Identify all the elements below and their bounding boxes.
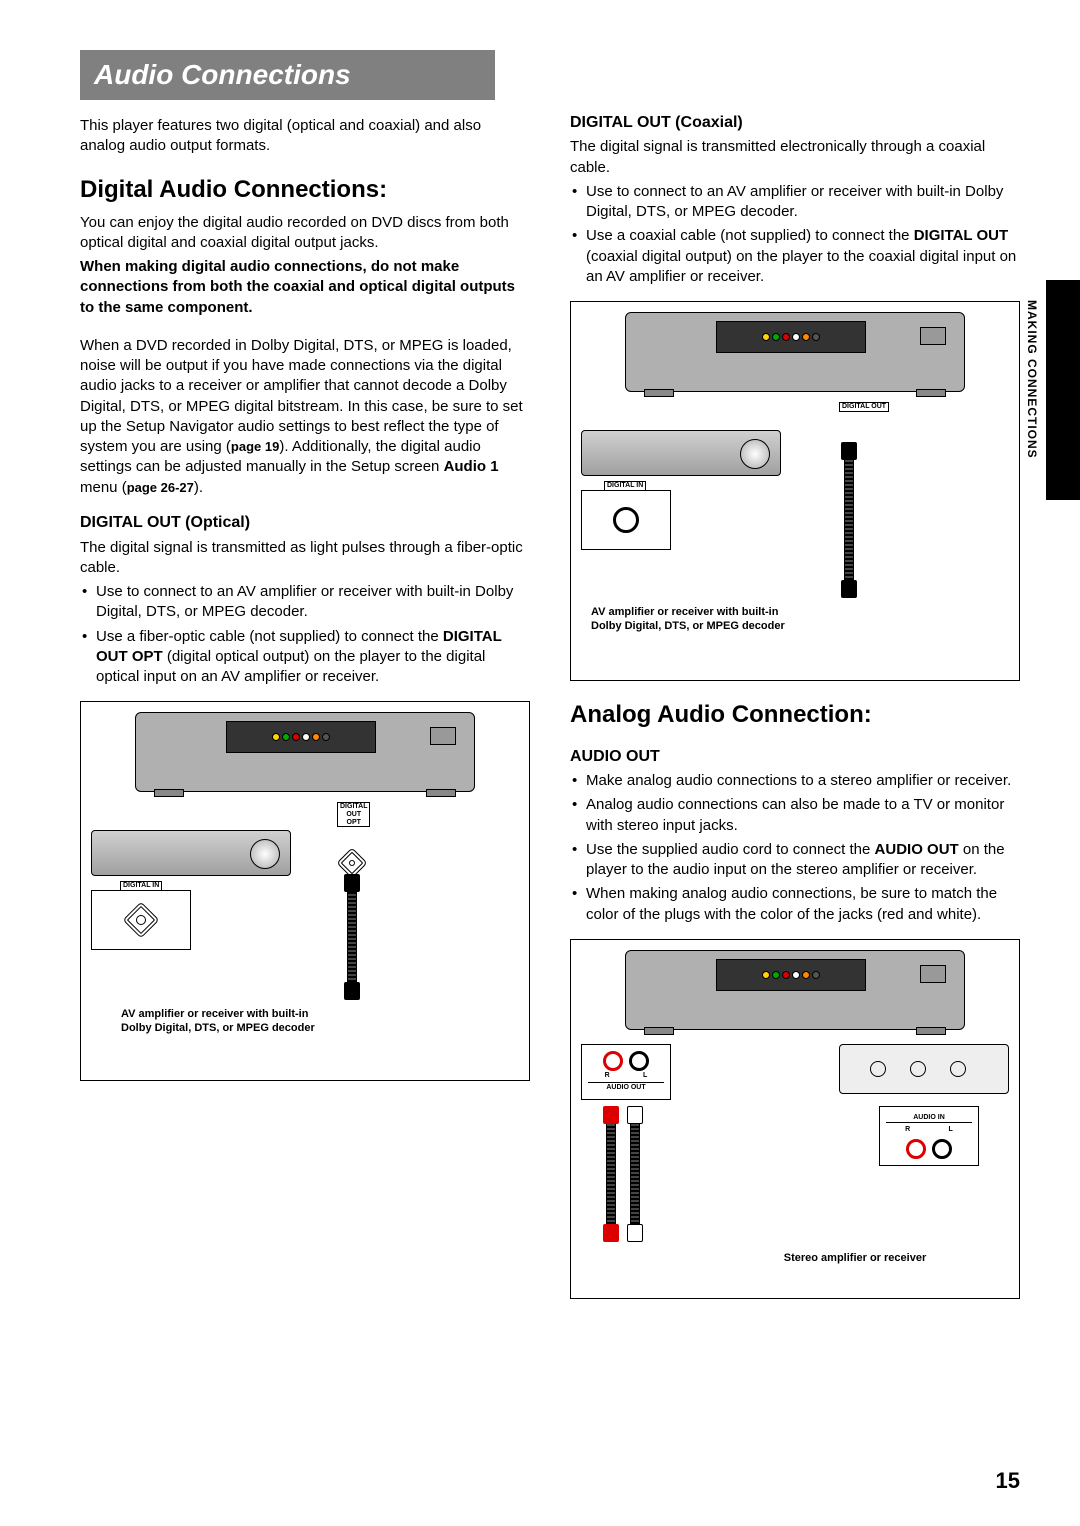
coax-plug-bottom (841, 580, 857, 598)
foot-right (426, 789, 456, 797)
rear-jack-panel-2 (716, 321, 866, 353)
an-b3a: Use the supplied audio cord to connect t… (586, 841, 875, 858)
analog-cable-left (603, 1106, 643, 1242)
white-plug-top (627, 1106, 643, 1124)
digital-heading: Digital Audio Connections: (80, 174, 530, 206)
analog-diagram: R L AUDIO OUT (570, 939, 1020, 1299)
coax-heading: DIGITAL OUT (Coaxial) (570, 112, 1020, 134)
plug-bottom (344, 982, 360, 1000)
receiver-group-coax: DIGITAL IN (581, 412, 781, 550)
coax-b2b: (coaxial digital output) on the player t… (586, 248, 1016, 285)
optical-desc: The digital signal is transmitted as lig… (80, 538, 530, 579)
analog-b1: Make analog audio connections to a stere… (570, 771, 1020, 791)
coax-b1: Use to connect to an AV amplifier or rec… (570, 182, 1020, 223)
optical-b2: Use a fiber-optic cable (not supplied) t… (80, 627, 530, 688)
analog-b3: Use the supplied audio cord to connect t… (570, 840, 1020, 881)
analog-heading: Analog Audio Connection: (570, 699, 1020, 731)
rca-white-icon (629, 1051, 649, 1071)
digital-p1: You can enjoy the digital audio recorded… (80, 213, 530, 254)
note-part-d: ). (194, 479, 203, 496)
rca-red-icon (603, 1051, 623, 1071)
player-rear-coax (625, 312, 965, 392)
audio-in-panel: AUDIO IN R L (879, 1106, 979, 1166)
label-audio-out: AUDIO OUT (588, 1082, 664, 1092)
analog-caption: Stereo amplifier or receiver (701, 1252, 1009, 1266)
page-title: Audio Connections (80, 50, 495, 100)
analog-bullets: Make analog audio connections to a stere… (570, 771, 1020, 925)
coax-cable (841, 442, 857, 598)
note-audio1: Audio 1 (444, 458, 499, 475)
label-digital-in-2: DIGITAL IN (604, 481, 646, 491)
optical-port-icon (123, 902, 160, 939)
player-rear (135, 712, 475, 792)
red-plug-bottom (603, 1224, 619, 1242)
cable-red (606, 1124, 616, 1224)
optical-b1: Use to connect to an AV amplifier or rec… (80, 582, 530, 623)
foot-left (154, 789, 184, 797)
coax-b2-bold: DIGITAL OUT (914, 227, 1008, 244)
player-rear-analog (625, 950, 965, 1030)
audio-out-panel: R L AUDIO OUT (581, 1044, 671, 1100)
rear-jack-panel (226, 721, 376, 753)
label-digital-out-opt: DIGITAL OUT OPT (337, 802, 370, 827)
rca-red-in-icon (906, 1139, 926, 1159)
content-columns: This player features two digital (optica… (80, 112, 1020, 1299)
analog-sub: AUDIO OUT (570, 746, 1020, 768)
av-receiver-2 (581, 430, 781, 476)
coax-b2a: Use a coaxial cable (not supplied) to co… (586, 227, 914, 244)
digital-note: When a DVD recorded in Dolby Digital, DT… (80, 336, 530, 498)
coax-diagram: DIGITAL OUT DIGITAL IN AV amplifier or r… (570, 301, 1020, 681)
optical-plug-top (336, 848, 367, 879)
stereo-amp (839, 1044, 1009, 1094)
av-receiver (91, 830, 291, 876)
coax-port-icon (613, 507, 639, 533)
cable-segment (347, 892, 357, 982)
optical-cable (341, 852, 363, 1000)
intro-text: This player features two digital (optica… (80, 116, 530, 157)
receiver-optical-panel: DIGITAL IN (91, 890, 191, 950)
ac-in-icon-2 (920, 327, 946, 345)
ac-in-icon (430, 727, 456, 745)
label-l-2: L (949, 1125, 953, 1134)
optical-heading: DIGITAL OUT (Optical) (80, 512, 530, 534)
right-column: DIGITAL OUT (Coaxial) The digital signal… (570, 112, 1020, 1299)
label-l: L (643, 1071, 647, 1080)
receiver-group: DIGITAL IN (91, 812, 291, 950)
label-digital-out: DIGITAL OUT (839, 402, 889, 412)
red-plug-top (603, 1106, 619, 1124)
optical-caption: AV amplifier or receiver with built-in D… (121, 1008, 341, 1036)
ac-in-icon-3 (920, 965, 946, 983)
optical-bullets: Use to connect to an AV amplifier or rec… (80, 582, 530, 687)
page-number: 15 (996, 1466, 1020, 1496)
opt-b2a: Use a fiber-optic cable (not supplied) t… (96, 628, 443, 645)
coax-desc: The digital signal is transmitted electr… (570, 137, 1020, 178)
an-b3-bold: AUDIO OUT (875, 841, 959, 858)
coax-plug-top (841, 442, 857, 460)
analog-b2: Analog audio connections can also be mad… (570, 795, 1020, 836)
label-digital-in: DIGITAL IN (120, 881, 162, 891)
coax-cable-seg (844, 460, 854, 580)
note-ref2: page 26-27 (127, 480, 194, 495)
rca-white-in-icon (932, 1139, 952, 1159)
left-column: This player features two digital (optica… (80, 112, 530, 1299)
cable-white (630, 1124, 640, 1224)
coax-bullets: Use to connect to an AV amplifier or rec… (570, 182, 1020, 287)
rear-jack-panel-3 (716, 959, 866, 991)
white-plug-bottom (627, 1224, 643, 1242)
analog-b4: When making analog audio connections, be… (570, 884, 1020, 925)
side-tab (1046, 280, 1080, 500)
note-ref1: page 19 (231, 439, 279, 454)
label-r: R (605, 1071, 610, 1080)
label-audio-in: AUDIO IN (886, 1113, 972, 1123)
digital-warning: When making digital audio connections, d… (80, 257, 530, 318)
label-r-2: R (905, 1125, 910, 1134)
receiver-coax-panel: DIGITAL IN (581, 490, 671, 550)
note-part-c: menu ( (80, 479, 127, 496)
coax-b2: Use a coaxial cable (not supplied) to co… (570, 226, 1020, 287)
coax-caption: AV amplifier or receiver with built-in D… (591, 606, 811, 634)
section-side-label: MAKING CONNECTIONS (1024, 300, 1040, 459)
optical-diagram: DIGITAL OUT OPT DIGITAL IN AV amplifier (80, 701, 530, 1081)
